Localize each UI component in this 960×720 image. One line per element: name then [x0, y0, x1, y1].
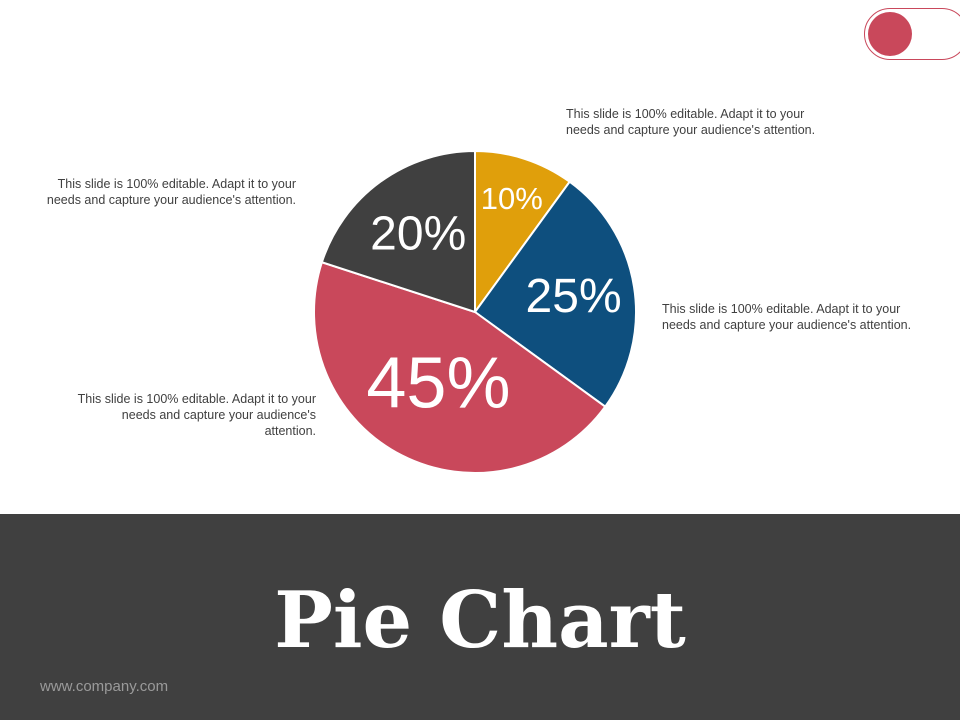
- pie-slice-20: [320, 149, 476, 314]
- pie-slice-25: [473, 180, 637, 409]
- pie-label-25: 25%: [526, 270, 622, 323]
- pie-label-20: 20%: [370, 207, 466, 260]
- toggle-knob: [868, 12, 912, 56]
- company-url: www.company.com: [40, 678, 169, 695]
- slide-title: Pie Chart: [274, 575, 686, 666]
- callout-right: This slide is 100% editable. Adapt it to…: [662, 302, 912, 332]
- pie-slices: [313, 149, 637, 474]
- slide-canvas: 10% 25% 45% 20% This slide is 100% editable…: [46, 8, 960, 474]
- footer-band: Pie Chart www.company.com: [0, 514, 960, 720]
- pie-label-10: 10%: [481, 181, 543, 216]
- toggle-switch[interactable]: [864, 8, 960, 60]
- pie-slice-45: [313, 260, 607, 474]
- pie-labels: 10% 25% 45% 20%: [366, 181, 621, 424]
- callout-top-right: This slide is 100% editable. Adapt it to…: [566, 107, 816, 137]
- pie-chart: 10% 25% 45% 20%: [313, 149, 637, 474]
- pie-label-45: 45%: [366, 344, 510, 424]
- callout-bottom-left: This slide is 100% editable. Adapt it to…: [77, 392, 316, 438]
- pie-slice-10: [474, 149, 572, 316]
- callout-top-left: This slide is 100% editable. Adapt it to…: [46, 177, 296, 207]
